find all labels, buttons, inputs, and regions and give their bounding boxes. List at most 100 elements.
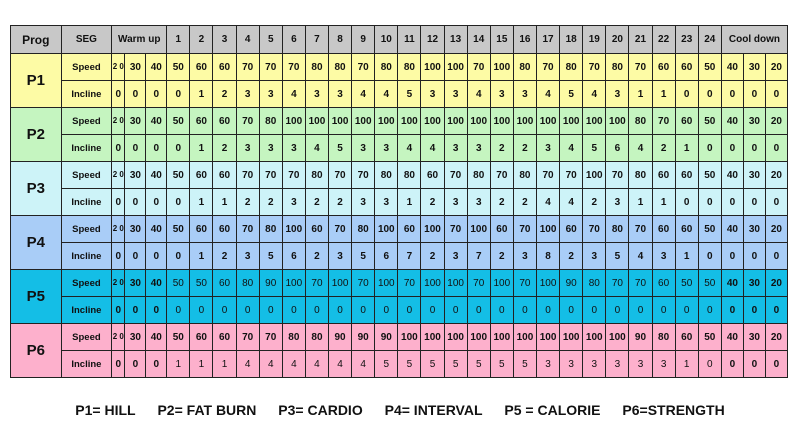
segment-value: 70 [281, 161, 306, 189]
segment-value: 100 [443, 107, 468, 135]
cooldown-value: 0 [720, 296, 744, 324]
segment-value: 80 [628, 107, 653, 135]
lead-value: 2 0 [111, 107, 126, 135]
segment-value: 90 [328, 323, 353, 351]
segment-value: 100 [281, 269, 306, 297]
segment-value: 80 [582, 269, 607, 297]
segment-value: 50 [166, 323, 191, 351]
cooldown-value: 0 [742, 242, 766, 270]
segment-value: 3 [605, 350, 630, 378]
lead-value: 2 0 [111, 269, 126, 297]
legend-item-p1: P1= HILL [75, 402, 136, 418]
segment-value: 6 [374, 242, 399, 270]
segment-value: 4 [397, 134, 422, 162]
segment-value: 0 [189, 296, 214, 324]
segment-value: 0 [651, 296, 676, 324]
segment-value: 80 [374, 161, 399, 189]
segment-value: 3 [235, 80, 260, 108]
warmup-value: 0 [145, 80, 168, 108]
segment-value: 2 [420, 242, 445, 270]
segment-value: 4 [420, 134, 445, 162]
cooldown-value: 30 [742, 107, 766, 135]
segment-value: 100 [582, 161, 607, 189]
segment-value: 4 [628, 134, 653, 162]
segment-value: 0 [166, 80, 191, 108]
segment-value: 70 [512, 215, 538, 243]
segment-value: 5 [420, 350, 445, 378]
warmup-value: 40 [145, 323, 168, 351]
segment-value: 60 [212, 53, 237, 81]
segment-value: 2 [489, 134, 514, 162]
segment-value: 0 [512, 296, 538, 324]
segment-value: 50 [674, 269, 699, 297]
segment-value: 70 [443, 161, 468, 189]
warmup-value: 0 [124, 350, 147, 378]
segment-value: 60 [189, 215, 214, 243]
segment-value: 0 [628, 296, 653, 324]
segment-value: 5 [328, 134, 353, 162]
segment-value: 2 [512, 134, 538, 162]
segment-value: 0 [281, 296, 306, 324]
segment-header: 6 [281, 25, 306, 54]
warmup-value: 40 [145, 53, 168, 81]
segment-value: 5 [605, 242, 630, 270]
segment-value: 5 [489, 350, 514, 378]
segment-value: 4 [559, 188, 584, 216]
segment-value: 1 [628, 80, 653, 108]
program-row-speed: P2 Speed 2 0 30 40 50 60 60 70 80 100 100 100 100 100 1… [10, 107, 789, 162]
segment-value: 2 [212, 134, 237, 162]
segment-value: 2 [304, 188, 330, 216]
segment-value: 60 [189, 161, 214, 189]
segment-value: 0 [443, 296, 468, 324]
segment-value: 3 [443, 242, 468, 270]
warmup-value: 30 [124, 323, 147, 351]
segment-value: 1 [189, 242, 214, 270]
segment-value: 0 [697, 134, 722, 162]
segment-value: 0 [466, 296, 491, 324]
segment-value: 4 [535, 188, 561, 216]
segment-value: 100 [443, 323, 468, 351]
segment-value: 100 [489, 53, 514, 81]
segment-value: 60 [674, 323, 699, 351]
segment-value: 70 [466, 269, 491, 297]
row-label: Incline [60, 80, 113, 108]
cooldown-value: 30 [742, 161, 766, 189]
warmup-header: Warm up [111, 25, 168, 54]
segment-value: 70 [258, 323, 283, 351]
program-row-incline: Incline 0 0 0 0 1 2 3 3 4 3 3 4 4 5 3 3 4 3 3 4 5 4 3 1 1 0 0 0 0 0 [10, 80, 789, 108]
segment-header: 5 [258, 25, 283, 54]
segment-value: 1 [189, 188, 214, 216]
segment-value: 5 [443, 350, 468, 378]
segment-value: 2 [212, 242, 237, 270]
segment-value: 90 [628, 323, 653, 351]
cooldown-value: 40 [720, 107, 744, 135]
segment-value: 0 [235, 296, 260, 324]
segment-value: 70 [512, 269, 538, 297]
segment-value: 2 [512, 188, 538, 216]
segment-value: 80 [512, 53, 538, 81]
cooldown-value: 0 [742, 188, 766, 216]
segment-value: 70 [304, 269, 330, 297]
warmup-value: 40 [145, 215, 168, 243]
segment-header: 4 [235, 25, 260, 54]
segment-value: 100 [489, 107, 514, 135]
segment-value: 60 [420, 161, 445, 189]
segment-value: 50 [189, 269, 214, 297]
segment-value: 70 [605, 161, 630, 189]
segment-value: 3 [466, 134, 491, 162]
cooldown-value: 0 [720, 188, 744, 216]
cooldown-value: 20 [764, 323, 789, 351]
segment-value: 0 [166, 134, 191, 162]
segment-value: 50 [166, 107, 191, 135]
segment-value: 70 [397, 269, 422, 297]
segment-value: 4 [304, 350, 330, 378]
lead-value: 0 [111, 188, 126, 216]
segment-value: 4 [235, 350, 260, 378]
segment-value: 100 [328, 107, 353, 135]
segment-value: 0 [166, 242, 191, 270]
segment-header: 11 [397, 25, 422, 54]
segment-value: 3 [605, 188, 630, 216]
segment-value: 90 [258, 269, 283, 297]
segment-header: 14 [466, 25, 491, 54]
segment-value: 70 [328, 161, 353, 189]
